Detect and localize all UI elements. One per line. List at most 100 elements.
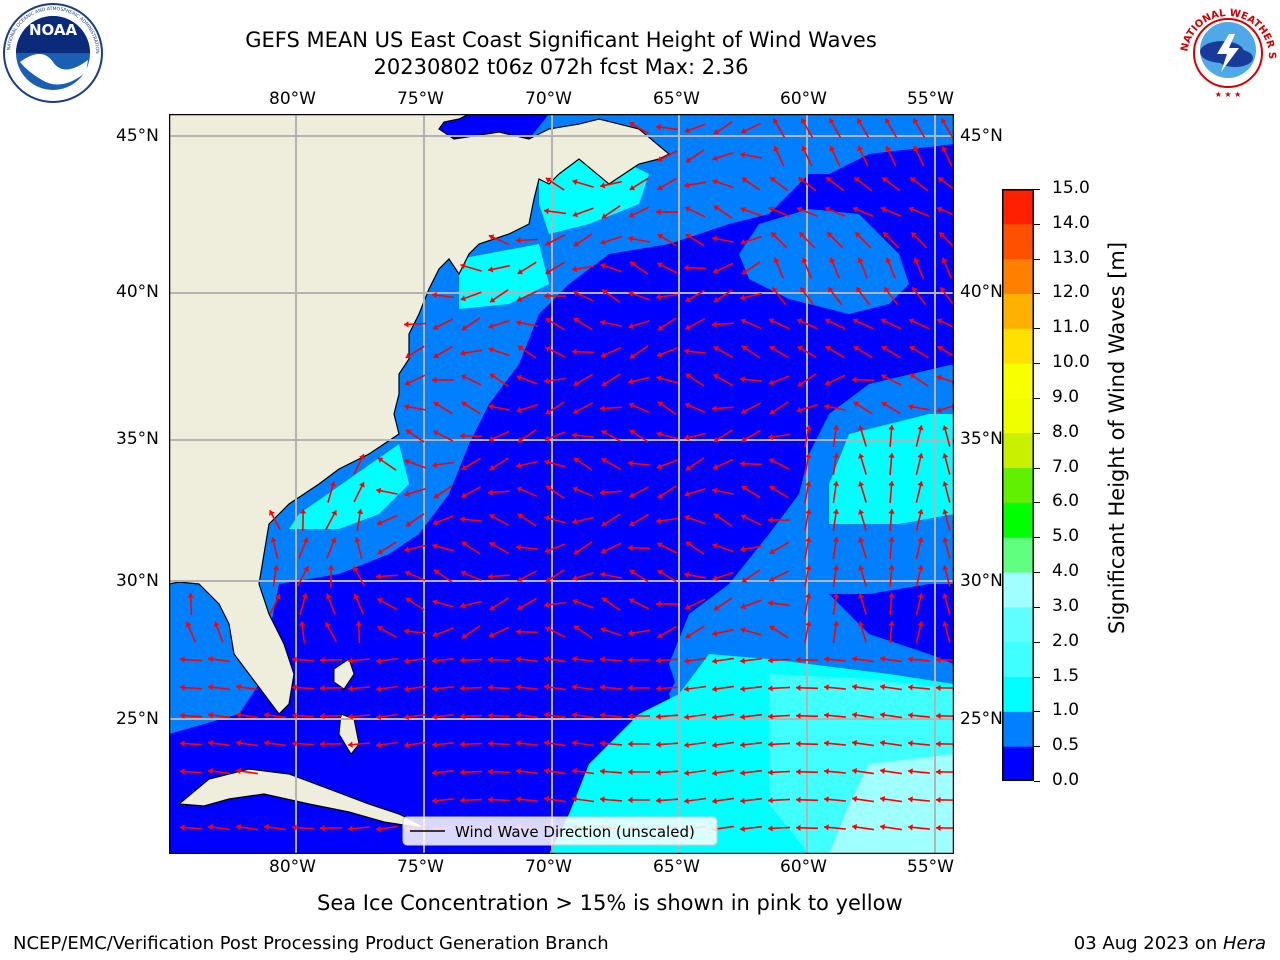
wave-direction-arrowhead	[517, 268, 524, 275]
wave-direction-arrowhead	[880, 206, 887, 213]
colorbar-cell	[1002, 397, 1034, 434]
wave-direction-arrowhead	[772, 287, 778, 293]
wave-direction-arrowhead	[544, 515, 550, 522]
wave-direction-arrowhead	[572, 574, 578, 581]
wave-direction-arrowhead	[909, 345, 916, 352]
wave-direction-arrowhead	[712, 178, 718, 185]
wave-direction-arrowhead	[236, 767, 242, 775]
wave-direction-arrowhead	[805, 481, 812, 487]
wave-direction-arrowhead	[376, 657, 381, 665]
lon-tick-top: 55°W	[907, 89, 954, 109]
colorbar-tick-label: 15.0	[1052, 178, 1090, 198]
wave-direction-arrowhead	[936, 824, 941, 832]
wave-direction-arrowhead	[488, 656, 493, 663]
wave-direction-arrowhead	[629, 261, 636, 267]
wave-direction-arrowhead	[272, 565, 280, 571]
wave-direction-arrowhead	[941, 118, 947, 124]
wave-direction-arrowhead	[768, 797, 773, 804]
colorbar-tick-mark	[1034, 258, 1040, 260]
wave-direction-arrowhead	[376, 487, 382, 494]
wave-direction-arrowhead	[942, 593, 949, 599]
wave-direction-arrowhead	[545, 317, 552, 324]
wave-direction-arrowhead	[516, 712, 521, 719]
colorbar-tick-label: 0.5	[1052, 735, 1080, 756]
wave-direction-arrowhead	[880, 739, 885, 747]
wave-direction-arrowhead	[712, 574, 718, 581]
wave-direction-arrowhead	[741, 485, 748, 492]
land-us-east-coast	[169, 114, 671, 715]
wave-direction-arrowhead	[320, 824, 325, 832]
wave-direction-arrowhead	[405, 597, 412, 604]
colorbar-tick-mark	[1034, 397, 1040, 399]
wave-direction-arrowhead	[888, 453, 895, 458]
wave-direction-arrowhead	[741, 577, 748, 583]
sea-ice-note: Sea Ice Concentration > 15% is shown in …	[317, 891, 903, 915]
wave-direction-arrowhead	[656, 769, 661, 776]
wave-direction-arrowhead	[852, 376, 857, 383]
wave-direction-arrowhead	[854, 177, 860, 183]
wave-direction-arrowhead	[824, 824, 829, 831]
wave-direction-arrowhead	[600, 796, 605, 803]
wave-direction-arrowhead	[572, 598, 578, 605]
wave-direction-arrowhead	[909, 373, 916, 379]
wave-direction-arrowhead	[516, 406, 522, 413]
wave-direction-arrowhead	[936, 206, 943, 213]
wave-direction-arrowhead	[461, 401, 468, 408]
noaa-logo-text: NOAA	[29, 21, 78, 39]
colorbar-tick-mark	[1034, 676, 1040, 678]
wave-direction-arrowhead	[353, 593, 360, 600]
wave-direction-arrowhead	[740, 627, 746, 634]
wave-direction-arrowhead	[768, 433, 773, 441]
wave-direction-arrowhead	[377, 457, 384, 463]
wave-direction-arrowhead	[713, 463, 719, 470]
wave-direction-arrowhead	[797, 381, 804, 387]
wave-direction-arrowhead	[829, 257, 836, 264]
wave-direction-arrowhead	[516, 768, 521, 775]
wave-direction-arrowhead	[768, 713, 773, 720]
wave-direction-arrowhead	[600, 405, 605, 412]
colorbar-tick-label: 8.0	[1052, 421, 1080, 442]
wave-direction-arrowhead	[656, 124, 661, 131]
wave-direction-arrowhead	[712, 405, 717, 412]
wave-direction-arrowhead	[488, 266, 494, 273]
wave-direction-arrowhead	[432, 292, 437, 299]
wave-direction-arrowhead	[880, 823, 885, 831]
map-legend: Wind Wave Direction (unscaled)	[402, 816, 718, 846]
wave-direction-arrowhead	[741, 345, 748, 352]
wave-direction-arrowhead	[880, 683, 885, 691]
wave-direction-arrowhead	[740, 797, 745, 804]
wave-direction-arrowhead	[885, 118, 891, 124]
wave-direction-arrowhead	[572, 432, 577, 439]
wave-direction-arrowhead	[942, 621, 949, 627]
wave-direction-arrowhead	[432, 599, 438, 606]
wave-direction-arrowhead	[460, 741, 465, 748]
wave-direction-arrowhead	[356, 509, 364, 515]
wave-direction-arrowhead	[301, 593, 308, 599]
lon-tick-bottom: 60°W	[780, 857, 827, 877]
wave-direction-arrowhead	[488, 346, 494, 353]
wave-direction-arrowhead	[517, 604, 523, 610]
wave-direction-arrowhead	[768, 685, 773, 692]
wave-direction-arrowhead	[488, 403, 494, 410]
colorbar-tick-mark	[1034, 641, 1040, 643]
wave-direction-arrowhead	[852, 823, 857, 831]
lat-tick-left: 30°N	[116, 571, 159, 591]
wave-direction-arrowhead	[320, 712, 325, 720]
wave-direction-arrowhead	[740, 376, 745, 383]
wave-direction-arrowhead	[404, 546, 410, 553]
wave-direction-arrowhead	[600, 684, 605, 691]
wave-direction-arrowhead	[881, 345, 888, 352]
wave-direction-arrowhead	[797, 318, 803, 325]
colorbar-cell	[1002, 502, 1034, 538]
colorbar-tick-label: 1.5	[1052, 665, 1080, 686]
wave-direction-arrowhead	[404, 741, 409, 749]
wave-direction-arrowhead	[913, 257, 920, 264]
wave-direction-arrowhead	[516, 628, 521, 635]
wave-direction-arrowhead	[572, 486, 579, 493]
wave-direction-arrowhead	[545, 576, 552, 583]
colorbar-tick-mark	[1034, 432, 1040, 434]
wave-direction-arrowhead	[629, 211, 635, 218]
wave-direction-arrowhead	[832, 453, 840, 458]
wave-direction-arrowhead	[544, 435, 551, 442]
wave-direction-arrowhead	[432, 713, 437, 720]
